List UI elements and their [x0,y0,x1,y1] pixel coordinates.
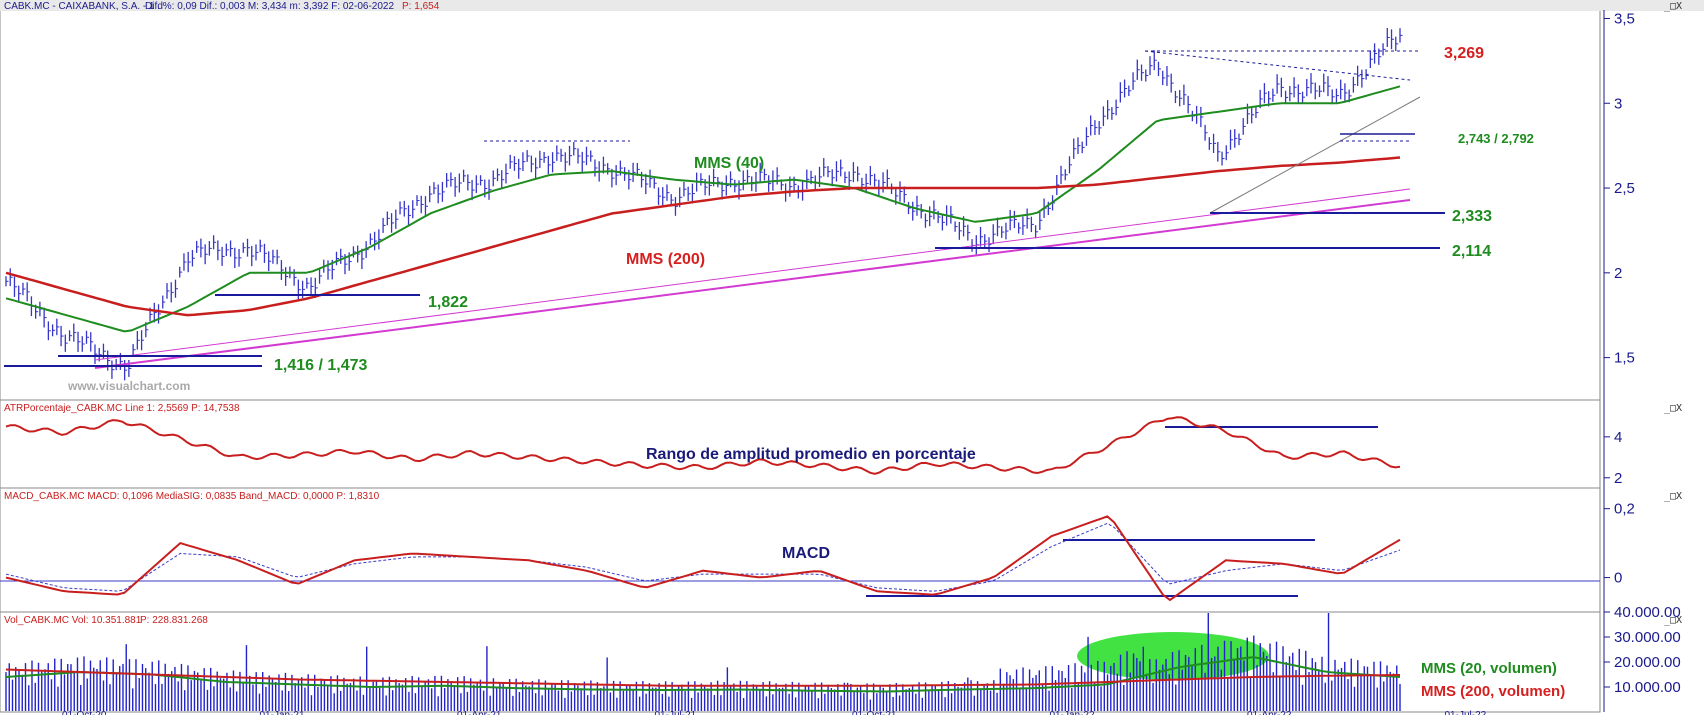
macd-y-tick-label: 0 [1614,570,1622,587]
atr-label: Rango de amplitud promedio en porcentaje [646,446,976,463]
header-stats: Dif. %: 0,09 Dif.: 0,003 M: 3,434 m: 3,3… [145,1,394,12]
label-3269: 3,269 [1444,45,1484,62]
label-1822: 1,822 [428,294,468,311]
volume-y-tick-label: 20.000.00 [1614,654,1681,671]
right-axes: 1,5 2 2,5 3 3,5 2 4 0 0,2 10.000.00 20.000.00 30.00… [1603,10,1681,712]
macd-signal-line [5,522,1401,592]
volume-mms20-line [5,656,1401,693]
header-volume: P: 1,654 [402,1,440,12]
x-tick-label: 01-Jan-21 [260,710,305,715]
panel-titles: ATRPorcentaje_CABK.MC Line 1: 2,5569 P: … [4,403,1682,626]
vol-mms200-label: MMS (200, volumen) [1421,683,1565,700]
trendline-grey [1209,96,1421,214]
x-tick-label: 01-Oct-21 [852,710,897,715]
trendline-lower [94,199,1411,369]
volume-panel-title-total: P: 228.831.268 [140,615,208,626]
triangle-dotted-top [1144,50,1411,81]
panel-window-buttons[interactable]: _□X [1664,1,1682,12]
volume-panel-frame [0,611,1601,713]
label-2333: 2,333 [1452,208,1492,225]
macd-series-lines [5,515,1401,602]
price-series-lines [5,85,1401,333]
price-y-tick-label: 3,5 [1614,10,1635,27]
volume-panel-title: Vol_CABK.MC Vol: 10.351.881 [4,615,142,626]
atr-panel: Rango de amplitud promedio en porcentaje [5,416,1401,475]
atr-panel-title: ATRPorcentaje_CABK.MC Line 1: 2,5569 P: … [4,403,240,414]
x-tick-label: 01-Apr-21 [457,710,502,715]
x-tick-label: 01-Jul-21 [655,710,697,715]
mms200-line [5,156,1401,317]
header-ticker: CABK.MC - CAIXABANK, S.A. - 1 d [4,1,163,12]
atr-y-tick-label: 2 [1614,470,1622,487]
price-y-tick-label: 2 [1614,265,1622,282]
price-y-tick-label: 2,5 [1614,180,1635,197]
price-bars [5,27,1403,381]
macd-panel-title: MACD_CABK.MC MACD: 0,1096 MediaSIG: 0,08… [4,491,380,502]
label-2114: 2,114 [1452,243,1491,260]
x-tick-label: 01-Apr-22 [1247,710,1292,715]
volume-ma-lines [5,656,1401,693]
macd-line [5,515,1401,602]
macd-panel-frame [0,487,1601,613]
volume-window-buttons[interactable]: _□X [1664,615,1682,626]
price-panel: 3,269 2,743 / 2,792 2,333 2,114 1,822 1,… [4,27,1534,393]
macd-panel: MACD [0,515,1600,602]
macd-label: MACD [782,545,830,562]
volume-mms200-line [5,668,1401,687]
volume-y-tick-label: 40.000.00 [1614,604,1681,621]
mms40-line [5,85,1401,333]
x-tick-label: 01-Oct-20 [62,710,107,715]
header-bar [0,0,1704,11]
x-axis: 01-Oct-20 01-Jan-21 01-Apr-21 01-Jul-21 01-O… [62,710,1487,715]
trendline-upper [94,188,1411,361]
watermark: www.visualchart.com [67,379,190,393]
label-mms40: MMS (40) [694,155,764,172]
x-tick-label: 01-Jul-22 [1445,710,1487,715]
vol-mms20-label: MMS (20, volumen) [1421,660,1557,677]
volume-panel: MMS (20, volumen) MMS (200, volumen) [5,613,1565,711]
price-y-tick-label: 3 [1614,95,1622,112]
volume-y-tick-label: 10.000.00 [1614,679,1681,696]
price-panel-frame [0,9,1601,401]
macd-y-tick-label: 0,2 [1614,501,1635,518]
atr-y-tick-label: 4 [1614,429,1622,446]
macd-window-buttons[interactable]: _□X [1664,491,1682,502]
atr-panel-frame [0,399,1601,489]
volume-y-tick-label: 30.000.00 [1614,629,1681,646]
atr-window-buttons[interactable]: _□X [1664,403,1682,414]
price-y-tick-label: 1,5 [1614,350,1635,367]
label-2743-2792: 2,743 / 2,792 [1458,131,1534,146]
label-1416-1473: 1,416 / 1,473 [274,357,368,374]
atr-line [5,416,1401,475]
label-mms200: MMS (200) [626,251,705,268]
atr-series-line [5,416,1401,475]
x-tick-label: 01-Jan-22 [1050,710,1095,715]
chart-header: CABK.MC - CAIXABANK, S.A. - 1 d Dif. %: … [4,1,1682,12]
